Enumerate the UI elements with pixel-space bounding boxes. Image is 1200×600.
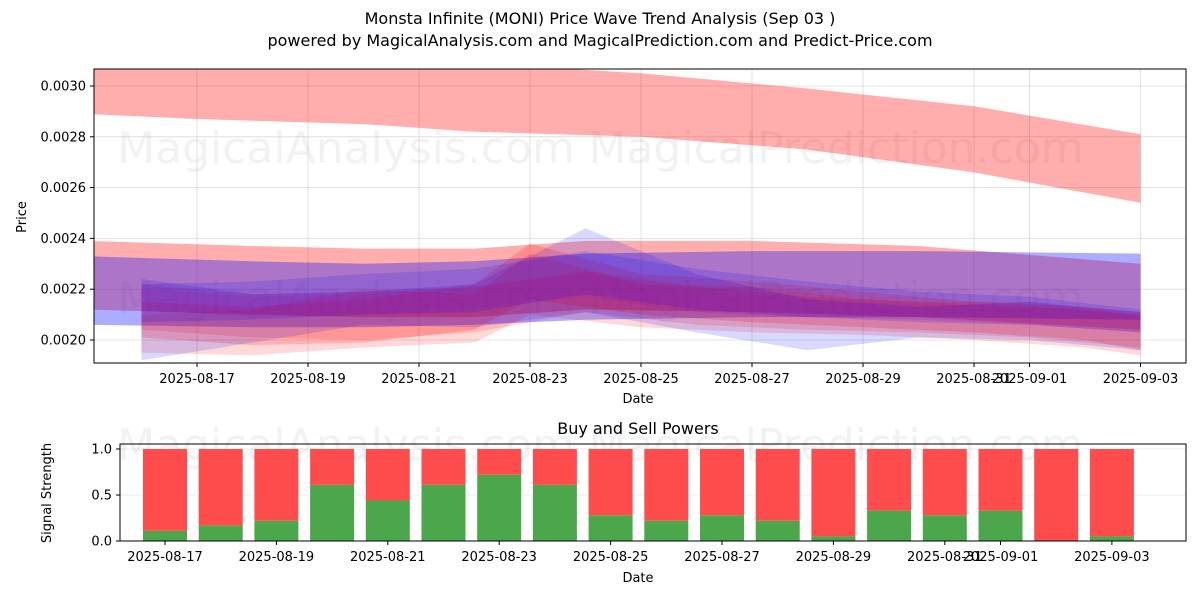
watermark-text: MagicalAnalysis.com: [117, 273, 575, 324]
band-wave-blue-1: [141, 228, 1141, 361]
bar-x-tick-label: 2025-08-17: [127, 550, 203, 565]
sell-bar: [644, 449, 689, 521]
sell-bar: [1034, 449, 1079, 541]
buy-bar: [198, 525, 243, 541]
x-tick-label: 2025-08-31: [936, 372, 1012, 387]
bar-y-tick-label: 0.0: [91, 535, 112, 550]
y-tick-label: 0.0020: [41, 334, 87, 349]
sell-bar: [922, 449, 967, 516]
band-long-trend-upper-red: [94, 69, 1141, 203]
bar-x-tick-label: 2025-08-25: [573, 550, 649, 565]
bar-x-tick-label: 2025-08-31: [907, 550, 983, 565]
x-tick-label: 2025-08-27: [714, 372, 790, 387]
buy-bar: [365, 500, 410, 541]
watermark-text: MagicalPrediction.com: [589, 273, 1084, 324]
sell-bar: [532, 449, 577, 485]
buy-bar: [143, 530, 187, 541]
y-tick-label: 0.0028: [41, 130, 87, 145]
bar-plot-frame: [119, 443, 1187, 542]
sell-bar: [867, 449, 912, 511]
plot-frame: [93, 68, 1187, 364]
bar-y-axis-label: Signal Strength: [40, 443, 55, 543]
bar-x-tick-label: 2025-08-29: [796, 550, 872, 565]
y-tick-label: 0.0030: [41, 80, 87, 95]
bar-x-tick-label: 2025-08-23: [461, 550, 537, 565]
buy-bar: [532, 484, 577, 541]
chart-title: Monsta Infinite (MONI) Price Wave Trend …: [364, 9, 836, 28]
band-wave-purple-core: [141, 274, 1141, 333]
buy-bar: [310, 484, 355, 541]
sell-bar: [700, 449, 744, 516]
sell-bar: [755, 449, 800, 521]
y-tick-label: 0.0022: [41, 283, 87, 298]
buy-bar: [1089, 536, 1134, 541]
chart-subtitle: powered by MagicalAnalysis.com and Magic…: [267, 31, 933, 50]
sell-bar: [365, 449, 410, 501]
bar-y-tick-label: 0.5: [91, 489, 112, 504]
buy-bar: [811, 536, 856, 541]
x-tick-label: 2025-08-17: [159, 372, 235, 387]
band-wave-blue-2: [141, 251, 1141, 333]
sell-bar: [1089, 449, 1134, 537]
band-wave-red-3: [141, 271, 1141, 348]
bar-x-tick-label: 2025-09-03: [1074, 550, 1150, 565]
bar-chart-title: Buy and Sell Powers: [557, 419, 719, 438]
bar-y-tick-label: 1.0: [91, 443, 112, 458]
buy-bar: [867, 510, 912, 541]
buy-bar: [700, 515, 744, 541]
band-wave-red-2: [141, 253, 1141, 356]
buy-bar: [978, 510, 1023, 541]
band-mid-trend-blue: [94, 251, 1141, 328]
sell-bar: [310, 449, 355, 485]
x-axis-label: Date: [622, 392, 653, 407]
x-tick-label: 2025-09-01: [992, 372, 1068, 387]
watermark-text: MagicalAnalysis.com: [117, 123, 575, 174]
buy-bar: [922, 515, 967, 541]
bar-x-tick-label: 2025-09-01: [963, 550, 1039, 565]
bar-x-tick-label: 2025-08-27: [684, 550, 760, 565]
buy-bar: [254, 520, 299, 541]
buy-bar: [421, 484, 466, 541]
buy-bar: [644, 520, 689, 541]
sell-bar: [421, 449, 466, 485]
x-tick-label: 2025-08-29: [825, 372, 901, 387]
bar-x-tick-label: 2025-08-21: [350, 550, 426, 565]
sell-bar: [254, 449, 299, 521]
bar-x-tick-label: 2025-08-19: [239, 550, 315, 565]
x-tick-label: 2025-08-23: [492, 372, 568, 387]
y-tick-label: 0.0026: [41, 181, 87, 196]
y-axis-label: Price: [15, 201, 30, 233]
sell-bar: [477, 449, 522, 475]
sell-bar: [143, 449, 187, 531]
sell-bar: [811, 449, 856, 537]
buy-bar: [588, 515, 633, 541]
x-tick-label: 2025-08-25: [603, 372, 679, 387]
y-tick-label: 0.0024: [41, 232, 87, 247]
x-tick-label: 2025-09-03: [1103, 372, 1179, 387]
band-mid-trend-red: [94, 240, 1141, 330]
buy-bar: [755, 520, 800, 541]
sell-bar: [978, 449, 1023, 511]
x-tick-label: 2025-08-21: [381, 372, 457, 387]
buy-bar: [477, 474, 522, 541]
x-tick-label: 2025-08-19: [270, 372, 346, 387]
watermark-text: MagicalPrediction.com: [589, 123, 1084, 174]
sell-bar: [198, 449, 243, 526]
bar-x-axis-label: Date: [622, 571, 653, 586]
sell-bar: [588, 449, 633, 516]
band-wave-red-1: [141, 243, 1141, 351]
